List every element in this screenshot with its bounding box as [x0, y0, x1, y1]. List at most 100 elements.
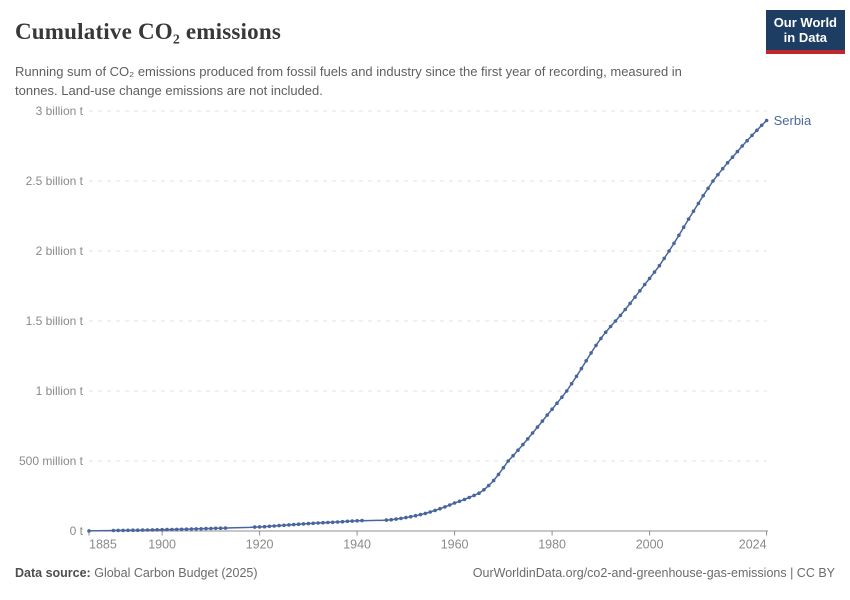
data-point[interactable] — [603, 330, 608, 334]
data-point[interactable] — [335, 520, 340, 524]
data-point[interactable] — [579, 366, 584, 371]
data-point[interactable] — [599, 336, 603, 341]
data-point[interactable] — [140, 528, 145, 532]
data-point[interactable] — [511, 453, 515, 458]
data-point[interactable] — [428, 510, 433, 514]
data-point[interactable] — [506, 459, 511, 463]
data-point[interactable] — [326, 520, 330, 525]
data-point[interactable] — [296, 522, 301, 526]
entity-label-serbia[interactable]: Serbia — [774, 113, 812, 128]
data-point[interactable] — [135, 528, 140, 532]
data-point[interactable] — [740, 144, 744, 148]
data-point[interactable] — [560, 395, 564, 400]
data-point[interactable] — [638, 289, 642, 293]
data-point[interactable] — [160, 527, 164, 532]
data-point[interactable] — [491, 478, 496, 483]
data-point[interactable] — [564, 389, 569, 393]
data-point[interactable] — [681, 225, 686, 229]
data-point[interactable] — [608, 324, 613, 329]
data-point[interactable] — [667, 249, 671, 253]
data-point[interactable] — [618, 313, 623, 318]
data-point[interactable] — [657, 263, 662, 268]
data-point[interactable] — [213, 526, 218, 531]
data-point[interactable] — [404, 515, 408, 520]
data-point[interactable] — [452, 501, 457, 505]
data-point[interactable] — [311, 521, 316, 526]
data-point[interactable] — [150, 528, 155, 532]
data-point[interactable] — [725, 161, 730, 165]
data-point[interactable] — [735, 149, 740, 154]
data-point[interactable] — [594, 343, 598, 348]
data-point[interactable] — [384, 518, 389, 522]
data-point[interactable] — [613, 319, 618, 323]
data-point[interactable] — [194, 527, 198, 531]
data-point[interactable] — [189, 527, 194, 531]
data-point[interactable] — [126, 528, 130, 533]
data-point[interactable] — [496, 472, 501, 477]
data-point[interactable] — [691, 209, 696, 213]
data-point[interactable] — [716, 172, 720, 177]
data-point[interactable] — [423, 511, 428, 516]
data-point[interactable] — [209, 526, 213, 531]
data-point[interactable] — [223, 526, 228, 530]
data-point[interactable] — [652, 270, 657, 274]
owid-logo[interactable]: Our World in Data — [765, 10, 845, 54]
data-point[interactable] — [321, 520, 325, 525]
data-point[interactable] — [389, 517, 394, 522]
data-point[interactable] — [418, 512, 423, 517]
data-point[interactable] — [360, 518, 364, 523]
data-point[interactable] — [462, 497, 467, 502]
data-point[interactable] — [301, 522, 306, 526]
data-point[interactable] — [482, 488, 486, 492]
data-point[interactable] — [677, 233, 681, 238]
data-point[interactable] — [267, 524, 272, 529]
data-point[interactable] — [345, 519, 350, 524]
data-point[interactable] — [447, 503, 452, 507]
data-point[interactable] — [316, 521, 320, 525]
data-point[interactable] — [696, 201, 701, 206]
data-point[interactable] — [277, 523, 281, 528]
data-point[interactable] — [291, 522, 296, 527]
data-point[interactable] — [589, 351, 593, 355]
data-point[interactable] — [525, 437, 530, 441]
data-point[interactable] — [394, 517, 398, 521]
data-point[interactable] — [184, 527, 189, 531]
data-point[interactable] — [755, 128, 759, 133]
data-point[interactable] — [672, 241, 676, 246]
data-point[interactable] — [535, 425, 540, 429]
data-point[interactable] — [701, 193, 705, 198]
data-point[interactable] — [155, 528, 159, 532]
data-point[interactable] — [569, 381, 574, 386]
data-point[interactable] — [145, 528, 150, 532]
data-point[interactable] — [179, 527, 184, 532]
data-point[interactable] — [116, 528, 120, 533]
data-point[interactable] — [521, 442, 525, 447]
data-point[interactable] — [252, 525, 257, 529]
chart-canvas[interactable]: 0 t 500 million t 1 billion t 1.5 billion t… — [0, 100, 850, 560]
data-point[interactable] — [413, 513, 418, 518]
data-point[interactable] — [457, 499, 462, 504]
data-point[interactable] — [330, 520, 335, 525]
data-point[interactable] — [282, 523, 286, 528]
data-point[interactable] — [584, 359, 588, 363]
data-point[interactable] — [530, 431, 535, 435]
data-point[interactable] — [764, 118, 769, 123]
data-point[interactable] — [711, 179, 715, 183]
data-point[interactable] — [642, 282, 647, 287]
data-point[interactable] — [662, 256, 666, 261]
data-point[interactable] — [555, 401, 559, 406]
data-point[interactable] — [121, 528, 125, 533]
data-point[interactable] — [408, 514, 413, 519]
data-point[interactable] — [438, 506, 442, 511]
data-point[interactable] — [443, 505, 447, 509]
data-point[interactable] — [433, 508, 437, 513]
data-point[interactable] — [647, 276, 652, 281]
data-point[interactable] — [218, 526, 223, 530]
data-point[interactable] — [262, 524, 267, 529]
data-point[interactable] — [759, 123, 764, 128]
data-point[interactable] — [623, 307, 627, 312]
data-point[interactable] — [574, 374, 579, 379]
data-point[interactable] — [165, 527, 169, 532]
data-point[interactable] — [340, 519, 345, 524]
data-point[interactable] — [399, 516, 403, 521]
